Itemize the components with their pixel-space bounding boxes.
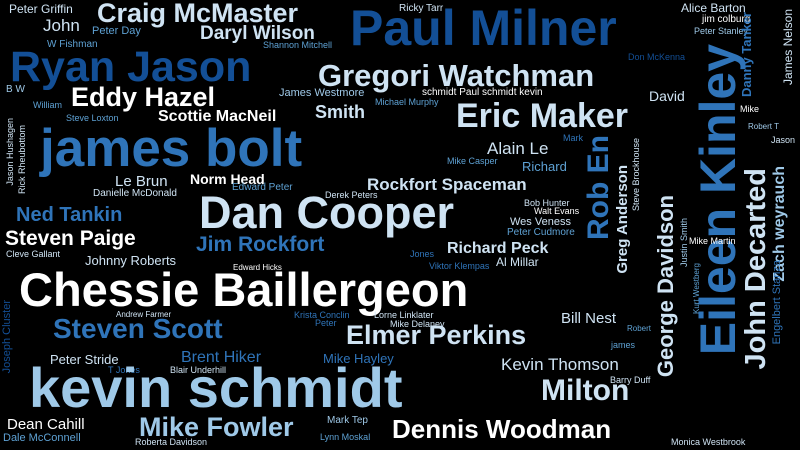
word-cloud-word: Walt Evans [534,206,580,216]
word-cloud-word: Milton [541,374,630,407]
word-cloud-word: Engelbert Stanza [771,260,783,345]
word-cloud-word: Monica Westbrook [671,437,746,447]
word-cloud-word: Michael Murphy [375,97,439,107]
word-cloud-word: Peter Griffin [9,2,73,16]
word-cloud-word: Kevin Thomson [501,355,619,374]
word-cloud-word: Jason Hushagen [5,118,15,186]
word-cloud-word: John Decarted [740,168,772,370]
word-cloud-word: Craig McMaster [97,0,299,28]
word-cloud-word: Eddy Hazel [71,82,216,112]
word-cloud-word: Andrew Farmer [116,310,172,319]
word-cloud-word: Dennis Woodman [392,414,612,444]
word-cloud-word: Richard [522,159,567,174]
word-cloud-word: Mike [740,104,760,114]
word-cloud-word: Barry Duff [610,375,651,385]
word-cloud-word: Robert [627,324,652,333]
word-cloud-word: Peter Stride [50,352,119,367]
word-cloud-word: Viktor Klempas [429,261,490,271]
word-cloud-word: Mike Casper [447,156,498,166]
word-cloud-word: Eric Maker [456,97,628,135]
word-cloud-word: Danielle McDonald [93,188,177,199]
word-cloud-word: Alain Le [487,139,549,158]
word-cloud-word: Chessie Baillergeon [19,263,469,316]
word-cloud-word: Steven Paige [5,227,136,250]
word-cloud-word: Paul Milner [350,0,617,56]
word-cloud-word: John [43,16,80,35]
word-cloud-word: Le Brun [115,173,168,190]
word-cloud-word: Peter Cudmore [507,227,575,238]
word-cloud-word: Ryan Jason [10,43,252,91]
word-cloud-word: Richard Peck [447,240,549,257]
word-cloud-word: B W [6,84,25,95]
word-cloud-word: Mike Hayley [323,351,394,366]
word-cloud-word: Alice Barton [681,1,746,15]
word-cloud-word: Lynn Moskal [320,432,371,442]
word-cloud-word: Dale McConnell [3,432,81,444]
word-cloud-word: Rockfort Spaceman [367,175,527,194]
word-cloud-word: Johnny Roberts [85,253,177,268]
word-cloud-word: Steve Brockhouse [631,138,641,212]
word-cloud-word: Cleve Gallant [6,249,61,259]
word-cloud-word: Mike Delaney [390,319,445,329]
word-cloud-word: Wes Veness [510,216,571,228]
word-cloud-word: Peter Day [92,25,141,37]
word-cloud-word: schmidt Paul schmidt kevin [422,87,543,98]
word-cloud-word: Elmer Perkins [346,320,527,350]
word-cloud-word: Steve Loxton [66,113,119,123]
word-cloud-word: Edward Peter [232,182,293,193]
word-cloud-word: Rick Rheubottom [17,125,27,195]
word-cloud-word: William [33,100,62,110]
word-cloud-word: Ned Tankin [16,204,123,226]
word-cloud-word: Blair Underhill [170,365,227,375]
word-cloud-word: Peter Stanley [694,26,749,36]
word-cloud-word: Dean Cahill [7,416,85,433]
word-cloud-word: Justin Smith [679,218,689,268]
word-cloud-word: Jim Rockfort [196,233,325,256]
word-cloud-word: Smith [315,102,366,122]
word-cloud-word: Bob Hunter [524,198,570,208]
word-cloud-word: Kurt Westberg [692,263,701,314]
word-cloud-word: Mark [563,133,583,143]
word-cloud-word: jim colburg [702,14,751,25]
word-cloud-word: George Davidson [653,195,678,378]
word-cloud-word: Brent Hiker [181,349,262,366]
word-cloud-word: Jones [410,249,435,259]
word-cloud-word: Steven Scott [53,313,223,344]
word-cloud-word: Derek Peters [325,190,378,200]
word-cloud-word: Lorne Linklater [374,310,434,320]
word-cloud-word: James Westmore [279,87,365,99]
word-cloud-word: Krista Conclin [294,310,350,320]
word-cloud-word: Dan Cooper [199,187,455,238]
word-cloud-word: Al Millar [496,255,539,269]
word-cloud-word: Joseph Cluster [1,300,13,374]
word-cloud-word: Greg Anderson [614,165,631,274]
word-cloud-word: Mark Tep [327,415,368,426]
word-cloud-word: Daryl Wilson [200,23,315,44]
word-cloud-word: kevin schmidt [29,356,403,419]
word-cloud-word: Don McKenna [628,52,686,62]
word-cloud-word: Shannon Mitchell [263,40,333,50]
word-cloud-word: Gregori Watchman [318,58,595,93]
word-cloud-word: Scottie MacNeil [158,108,277,125]
word-cloud-word: Edward Hicks [233,263,282,272]
word-cloud-word: James Nelson [781,9,795,86]
word-cloud-word: Mike Fowler [139,412,294,442]
word-cloud-word: Peter [315,318,337,328]
word-cloud-word: Roberta Davidson [135,437,208,447]
word-cloud-word: Jason [771,135,796,145]
word-cloud-word: james [611,340,636,350]
word-cloud-word: W Fishman [47,39,98,50]
word-cloud-word: Bill Nest [561,310,617,327]
word-cloud-word: Mike Martin [689,236,736,246]
word-cloud-word: Rob En [582,135,615,240]
word-cloud-word: Norm Head [190,171,265,187]
word-cloud-word: David [649,88,685,104]
word-cloud-word: james bolt [40,119,303,178]
word-cloud-word: Ricky Tarr [399,3,444,14]
word-cloud-word: Robert T [748,122,779,131]
word-cloud-word: T Jones [108,365,140,375]
